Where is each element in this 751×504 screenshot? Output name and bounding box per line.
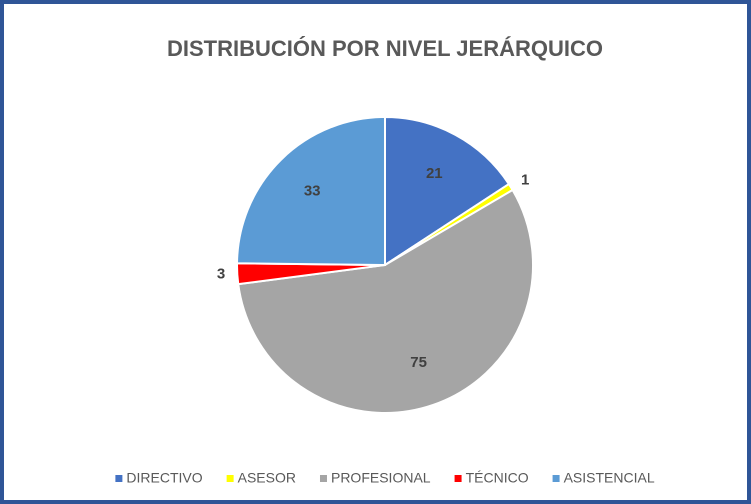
pie-slice	[235, 115, 386, 267]
legend-label: DIRECTIVO	[126, 470, 202, 486]
data-label: 33	[304, 182, 321, 199]
legend-label: ASESOR	[238, 470, 296, 486]
data-label: 1	[521, 172, 529, 189]
legend-label: ASISTENCIAL	[564, 470, 655, 486]
pie-slice	[384, 115, 511, 267]
chart-title: DISTRIBUCIÓN POR NIVEL JERÁRQUICO	[167, 36, 603, 61]
legend-label: TÉCNICO	[466, 470, 529, 486]
legend-label: PROFESIONAL	[331, 470, 431, 486]
data-label: 75	[410, 354, 427, 371]
legend-swatch	[115, 475, 123, 482]
legend-swatch	[319, 475, 327, 482]
data-label: 3	[217, 265, 225, 282]
legend-swatch	[454, 475, 462, 482]
data-label: 21	[426, 165, 443, 182]
legend-swatch	[226, 475, 234, 482]
legend-swatch	[552, 475, 560, 482]
pie-slice	[237, 188, 534, 414]
